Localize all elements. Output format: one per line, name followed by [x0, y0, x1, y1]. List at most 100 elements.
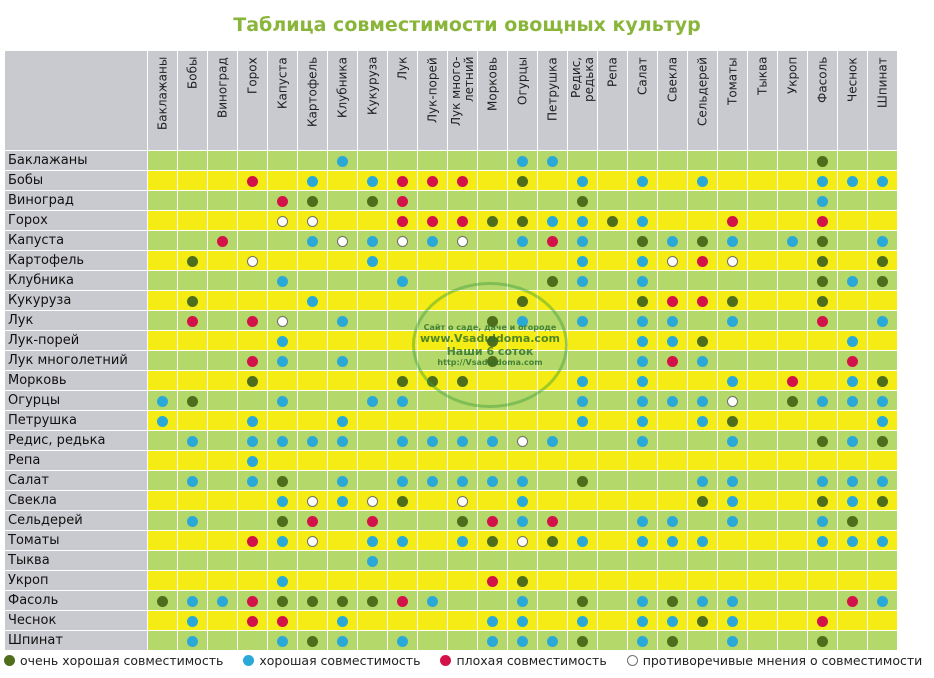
- table-cell: [297, 350, 328, 371]
- very-good-dot-icon: [487, 316, 498, 327]
- table-cell: [417, 450, 448, 471]
- very-good-dot-icon: [577, 636, 588, 647]
- bad-dot-icon: [397, 596, 408, 607]
- table-cell: [867, 170, 898, 191]
- table-cell: [807, 150, 838, 171]
- table-cell: [627, 630, 658, 651]
- table-cell: [447, 450, 478, 471]
- table-cell: [747, 150, 778, 171]
- table-cell: [837, 490, 868, 511]
- table-cell: [237, 610, 268, 631]
- table-cell: [297, 210, 328, 231]
- good-dot-icon: [337, 156, 348, 167]
- table-cell: [507, 210, 538, 231]
- very-good-dot-icon: [877, 376, 888, 387]
- table-cell: [777, 370, 808, 391]
- good-dot-icon: [817, 536, 828, 547]
- table-cell: [387, 190, 418, 211]
- table-cell: [777, 430, 808, 451]
- table-cell: [357, 210, 388, 231]
- table-cell: [657, 390, 688, 411]
- table-cell: [657, 530, 688, 551]
- table-cell: [147, 370, 178, 391]
- row-label: Редис, редька: [4, 430, 148, 451]
- table-cell: [357, 630, 388, 651]
- table-cell: [147, 230, 178, 251]
- corner-cell: [4, 50, 148, 151]
- table-cell: [717, 390, 748, 411]
- table-cell: [837, 510, 868, 531]
- table-cell: [627, 330, 658, 351]
- table-row: Баклажаны: [4, 150, 898, 171]
- good-dot-icon: [667, 516, 678, 527]
- table-cell: [387, 370, 418, 391]
- good-dot-icon: [427, 436, 438, 447]
- table-cell: [267, 170, 298, 191]
- column-header-label: Тыква: [755, 57, 769, 96]
- very-good-dot-icon: [697, 336, 708, 347]
- table-cell: [627, 450, 658, 471]
- good-dot-icon: [697, 356, 708, 367]
- table-cell: [627, 350, 658, 371]
- contradictory-dot-icon: [247, 256, 258, 267]
- table-cell: [687, 270, 718, 291]
- table-cell: [777, 190, 808, 211]
- table-cell: [357, 230, 388, 251]
- very-good-dot-icon: [487, 336, 498, 347]
- table-cell: [747, 550, 778, 571]
- bad-dot-icon: [847, 356, 858, 367]
- table-cell: [627, 490, 658, 511]
- table-cell: [597, 250, 628, 271]
- table-cell: [747, 630, 778, 651]
- column-header: Бобы: [177, 50, 208, 151]
- good-dot-icon: [487, 436, 498, 447]
- very-good-dot-icon: [637, 236, 648, 247]
- bad-dot-icon: [397, 196, 408, 207]
- table-cell: [177, 170, 208, 191]
- table-cell: [177, 550, 208, 571]
- table-cell: [537, 430, 568, 451]
- bad-dot-icon: [217, 236, 228, 247]
- table-cell: [567, 390, 598, 411]
- table-row: Горох: [4, 210, 898, 231]
- table-cell: [147, 570, 178, 591]
- good-dot-icon: [727, 596, 738, 607]
- table-cell: [447, 350, 478, 371]
- column-header-label: Картофель: [305, 57, 319, 128]
- table-cell: [807, 450, 838, 471]
- column-header-label: Огурцы: [515, 57, 529, 106]
- table-row: Укроп: [4, 570, 898, 591]
- column-header-label: Клубника: [335, 57, 349, 118]
- good-dot-icon: [877, 176, 888, 187]
- good-dot-icon: [517, 496, 528, 507]
- table-cell: [807, 390, 838, 411]
- table-cell: [357, 410, 388, 431]
- row-label: Кукуруза: [4, 290, 148, 311]
- good-dot-icon: [637, 436, 648, 447]
- column-header-label: Лук: [395, 57, 409, 81]
- table-cell: [567, 610, 598, 631]
- good-dot-icon: [637, 336, 648, 347]
- row-label: Горох: [4, 210, 148, 231]
- table-cell: [387, 230, 418, 251]
- table-cell: [537, 250, 568, 271]
- table-cell: [507, 270, 538, 291]
- table-cell: [867, 430, 898, 451]
- table-cell: [507, 390, 538, 411]
- table-cell: [237, 430, 268, 451]
- table-cell: [207, 490, 238, 511]
- table-cell: [327, 290, 358, 311]
- table-cell: [297, 610, 328, 631]
- table-cell: [207, 550, 238, 571]
- table-cell: [717, 330, 748, 351]
- good-dot-icon: [187, 476, 198, 487]
- table-cell: [837, 450, 868, 471]
- table-cell: [357, 610, 388, 631]
- table-cell: [417, 210, 448, 231]
- table-cell: [207, 190, 238, 211]
- table-cell: [447, 150, 478, 171]
- table-cell: [177, 190, 208, 211]
- very-good-dot-icon: [787, 396, 798, 407]
- column-header: Томаты: [717, 50, 748, 151]
- bad-dot-icon: [397, 176, 408, 187]
